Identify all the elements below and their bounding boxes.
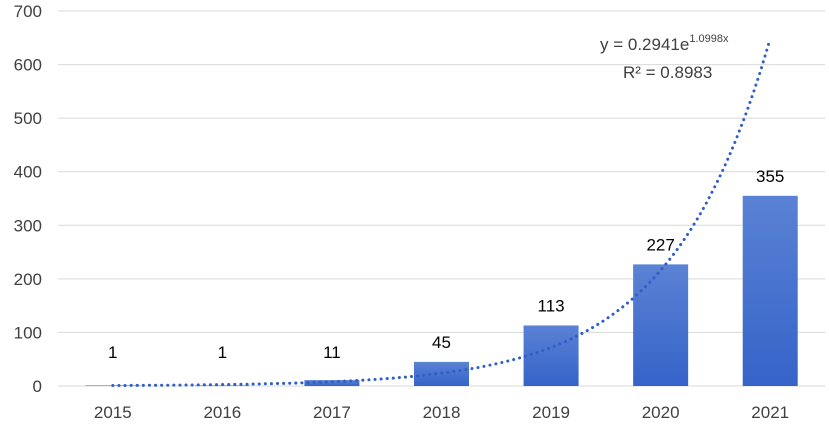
x-tick-label: 2021 [751,403,789,422]
data-label: 113 [538,296,565,315]
bars [85,195,798,386]
x-tick-label: 2016 [203,403,241,422]
trendline-curve [111,37,772,387]
x-tick-label: 2018 [423,403,461,422]
data-label: 1 [108,343,117,362]
y-tick-label: 100 [14,323,42,342]
y-tick-label: 500 [14,109,42,128]
y-tick-label: 400 [14,163,42,182]
trendline [111,37,772,387]
x-tick-label: 2017 [313,403,351,422]
gridlines [58,10,825,387]
y-tick-label: 600 [14,56,42,75]
data-label: 45 [432,333,451,352]
data-label: 227 [646,235,674,254]
bar [523,325,579,386]
x-tick-label: 2019 [532,403,570,422]
y-tick-label: 0 [33,377,42,396]
bar [633,264,689,386]
bar [742,195,798,386]
trendline-r-squared: R² = 0.8983 [623,63,712,82]
y-tick-label: 700 [14,2,42,21]
x-axis-ticks: 2015 2016 2017 2018 2019 2020 2021 [94,403,789,422]
y-axis-ticks: 0 100 200 300 400 500 600 700 [14,2,42,396]
trendline-equation: y = 0.2941e1.0998x [600,33,729,54]
y-tick-label: 200 [14,270,42,289]
data-label: 1 [218,343,227,362]
data-label: 355 [756,167,784,186]
data-label: 11 [323,343,341,362]
x-tick-label: 2020 [642,403,680,422]
y-tick-label: 300 [14,216,42,235]
x-tick-label: 2015 [94,403,132,422]
